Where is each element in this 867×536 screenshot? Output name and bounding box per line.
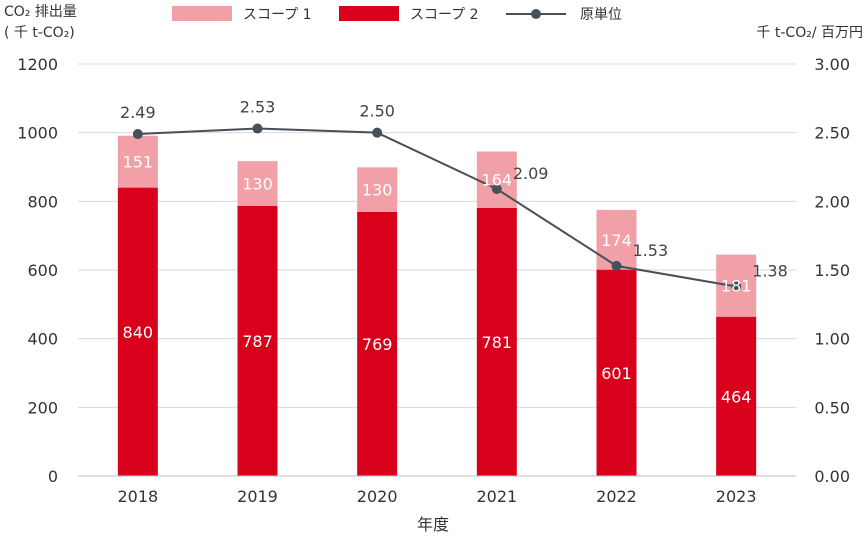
bar-label-scope2: 464 <box>721 387 752 406</box>
bar-label-scope2: 769 <box>362 335 393 354</box>
y-axis-left-title-line2: ( 千 t-CO₂) <box>4 25 75 41</box>
bar-label-scope2: 601 <box>601 364 632 383</box>
intensity-point-label: 1.53 <box>633 241 669 260</box>
y-right-tick-label: 1.00 <box>814 330 850 349</box>
intensity-point-label: 2.09 <box>513 164 549 183</box>
bar-scope2 <box>237 205 278 476</box>
gridlines <box>78 63 796 408</box>
x-tick-label: 2022 <box>596 487 637 506</box>
y-axis-right-title: 千 t-CO₂/ 百万円 <box>756 25 863 41</box>
intensity-point-label: 2.53 <box>240 98 276 117</box>
y-right-tick-label: 0.00 <box>814 467 850 486</box>
intensity-point-label: 2.49 <box>120 103 156 122</box>
bar-label-scope1: 130 <box>362 181 393 200</box>
bar-scope1 <box>357 167 398 212</box>
bar-scope1 <box>117 135 158 188</box>
data-labels: 840 151 787 130 769 130 781 164 601 174 464 181 2.49… <box>120 98 788 407</box>
legend-swatch-intensity-marker <box>531 9 541 19</box>
y-left-tick-label: 0 <box>48 467 58 486</box>
bar-scope2 <box>357 211 398 476</box>
intensity-point <box>252 123 263 134</box>
legend: スコープ 1 スコープ 2 原単位 <box>172 6 622 23</box>
bar-label-scope1: 181 <box>721 277 752 296</box>
intensity-point <box>132 129 143 140</box>
intensity-point-label: 1.38 <box>752 261 788 280</box>
bar-label-scope1: 151 <box>123 153 154 172</box>
bar-label-scope1: 174 <box>601 231 632 250</box>
x-tick-label: 2023 <box>716 487 757 506</box>
legend-label-scope2: スコープ 2 <box>410 7 479 23</box>
bar-scope1 <box>596 209 637 270</box>
y-right-tick-label: 2.50 <box>814 124 850 143</box>
legend-swatch-scope2 <box>339 6 399 21</box>
legend-label-intensity: 原単位 <box>580 7 622 23</box>
bar-label-scope2: 781 <box>482 333 513 352</box>
axes: 0 200 400 600 800 1000 1200 0.00 0.50 1.00 1.50 2.0… <box>17 55 850 506</box>
y-right-tick-label: 2.00 <box>814 192 850 211</box>
bar-scope2 <box>476 207 517 476</box>
bar-scope2 <box>117 187 158 476</box>
y-right-tick-label: 0.50 <box>814 398 850 417</box>
intensity-point <box>731 281 742 292</box>
y-left-tick-label: 200 <box>27 398 58 417</box>
x-axis-title: 年度 <box>417 515 449 534</box>
x-tick-label: 2019 <box>237 487 278 506</box>
intensity-point <box>491 183 502 194</box>
bar-scope2 <box>596 269 637 476</box>
y-left-tick-label: 600 <box>27 261 58 280</box>
intensity-point <box>611 260 622 271</box>
y-axis-left-title-line1: CO₂ 排出量 <box>4 4 77 20</box>
intensity-line <box>137 127 737 288</box>
y-left-tick-label: 400 <box>27 330 58 349</box>
bar-scope2 <box>716 316 757 476</box>
y-right-tick-label: 1.50 <box>814 261 850 280</box>
bar-label-scope1: 164 <box>482 171 513 190</box>
bar-scope1 <box>237 161 278 206</box>
bar-label-scope1: 130 <box>242 174 273 193</box>
bar-label-scope2: 840 <box>123 323 154 342</box>
legend-swatch-scope1 <box>172 6 232 21</box>
y-right-tick-label: 3.00 <box>814 55 850 74</box>
y-left-tick-label: 1000 <box>17 124 58 143</box>
y-left-tick-label: 800 <box>27 192 58 211</box>
intensity-point-label: 2.50 <box>359 102 395 121</box>
y-left-tick-label: 1200 <box>17 55 58 74</box>
legend-label-scope1: スコープ 1 <box>243 7 312 23</box>
bar-label-scope2: 787 <box>242 332 273 351</box>
x-tick-label: 2021 <box>476 487 517 506</box>
line-series <box>132 123 742 292</box>
x-tick-label: 2018 <box>117 487 158 506</box>
bar-series <box>117 135 757 476</box>
x-tick-label: 2020 <box>357 487 398 506</box>
intensity-point <box>372 127 383 138</box>
